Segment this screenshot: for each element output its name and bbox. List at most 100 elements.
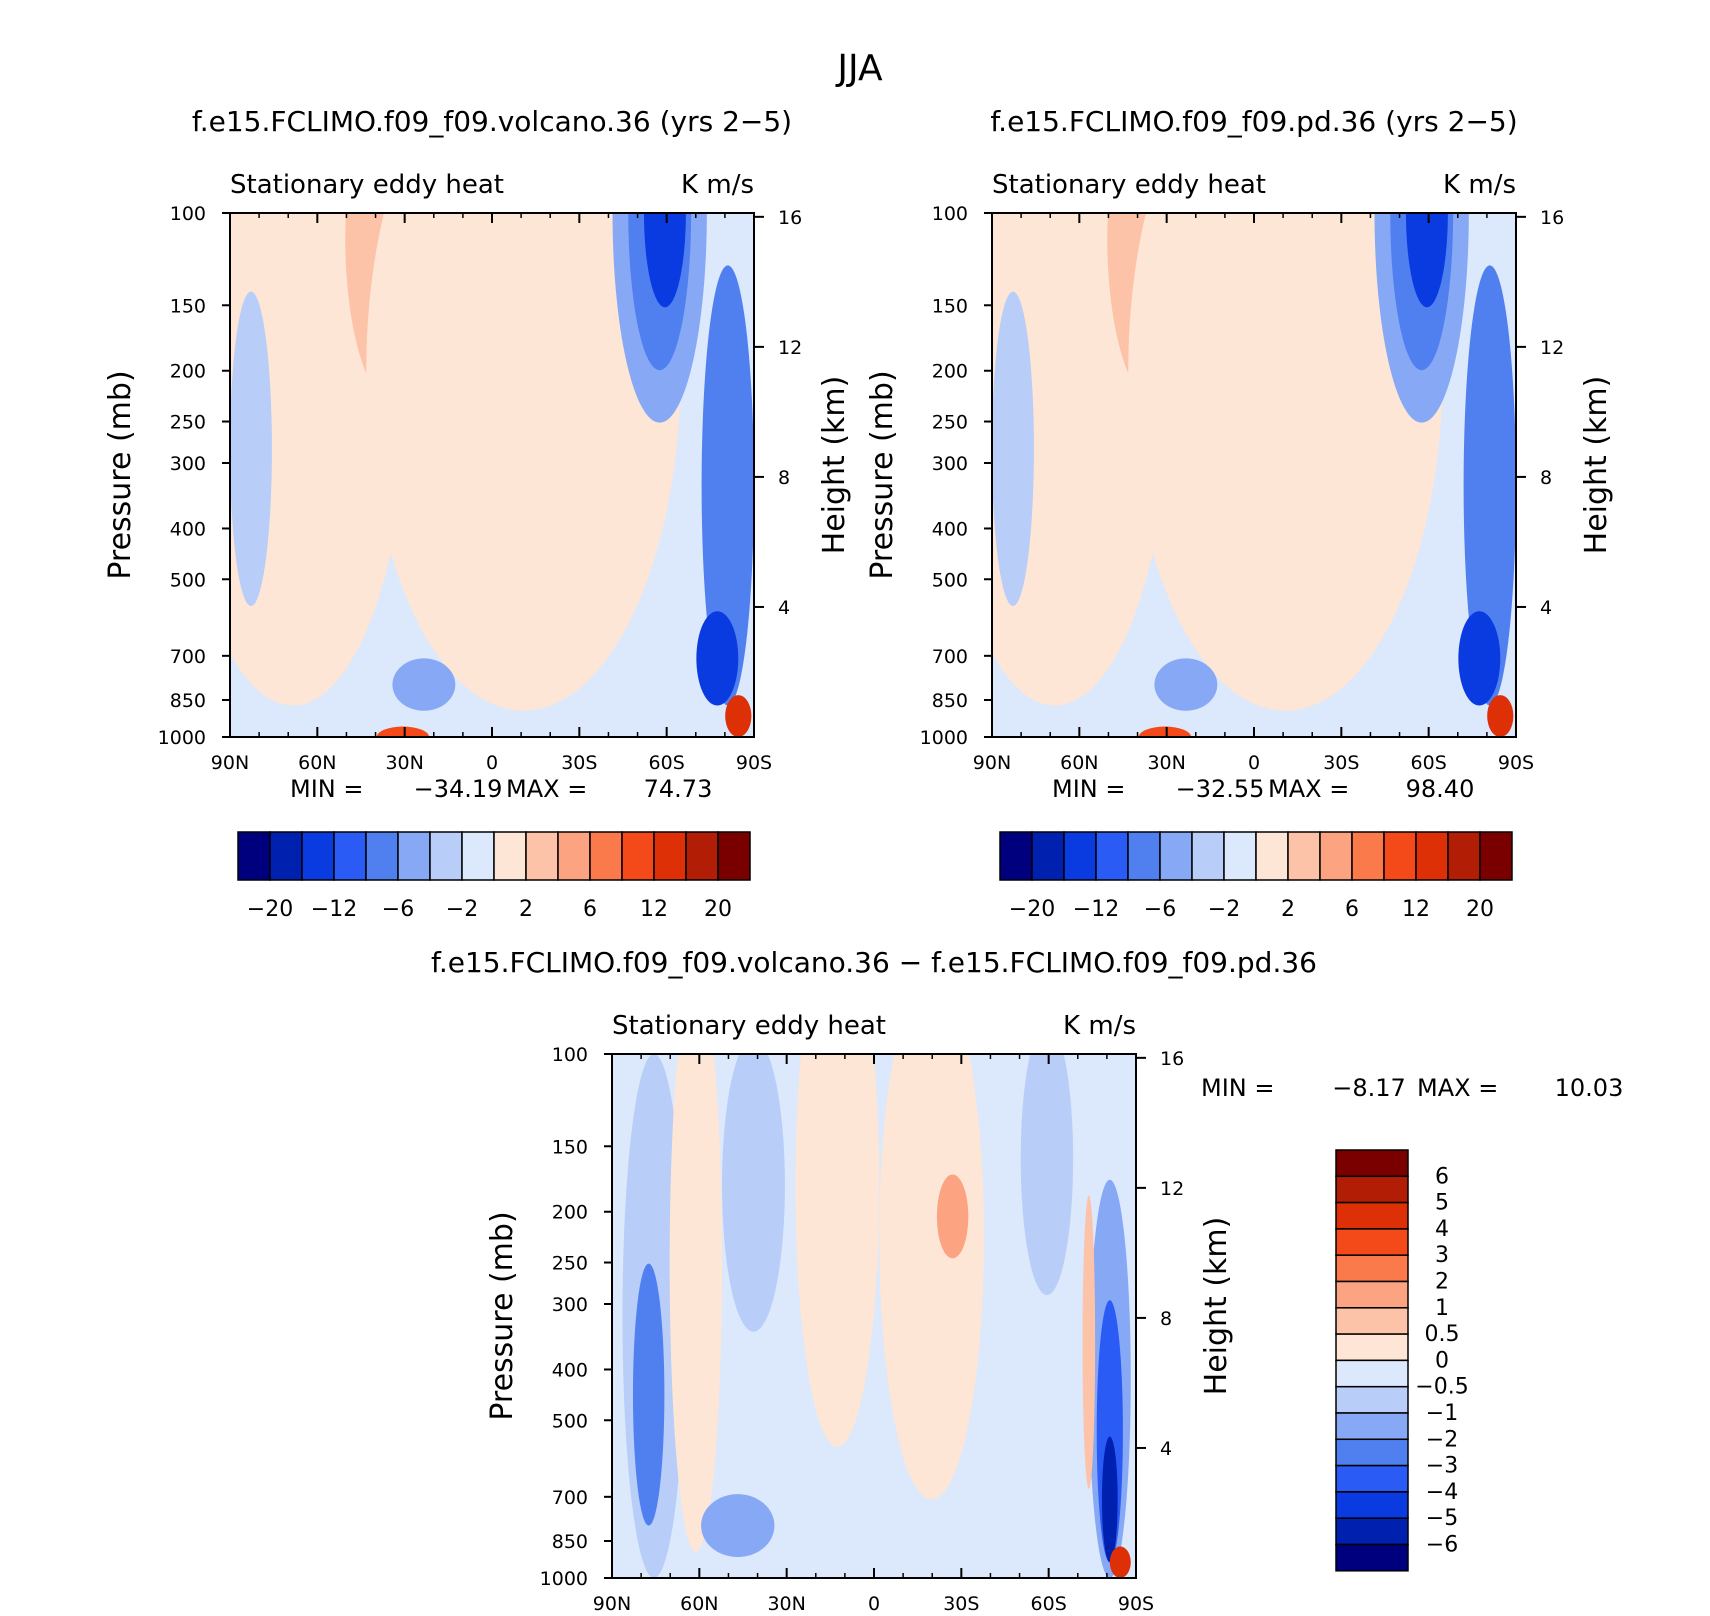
left-string: Stationary eddy heat	[612, 1011, 886, 1041]
jet-75S-core	[1458, 611, 1501, 706]
band-80N-core	[632, 1263, 665, 1526]
colorbar-swatch	[1335, 1385, 1409, 1414]
colorbar-swatch	[1335, 1149, 1409, 1178]
jet-60S-core	[1405, 213, 1448, 308]
x-tick-label: 90S	[736, 752, 772, 774]
min-label: MIN =	[1201, 1074, 1274, 1102]
colorbar-swatch	[397, 831, 431, 881]
colorbar-label: 6	[583, 897, 597, 922]
x-tick-label: 60S	[649, 752, 685, 774]
colorbar-label: −12	[311, 897, 357, 922]
x-tick-label: 30S	[561, 752, 597, 774]
x-tick-label: 90N	[593, 1593, 631, 1615]
x-tick-label: 30N	[1147, 752, 1185, 774]
blob-80N-negative	[230, 291, 272, 606]
x-tick-label: 60N	[1060, 752, 1098, 774]
colorbar-swatch	[1335, 1280, 1409, 1309]
colorbar-label: −3	[1426, 1454, 1458, 1479]
colorbar-swatch	[1127, 831, 1161, 881]
y-axis-label: Pressure (mb)	[865, 370, 900, 579]
x-tick-label: 60S	[1411, 752, 1447, 774]
colorbar-label: 20	[704, 897, 732, 922]
colorbar-swatch	[717, 831, 751, 881]
x-tick-label: 90N	[211, 752, 249, 774]
colorbar-swatch	[1479, 831, 1513, 881]
x-tick-label: 60N	[298, 752, 336, 774]
blob-30N-lower	[1154, 658, 1218, 711]
y2-tick-label: 16	[778, 207, 802, 229]
y-tick-label: 100	[552, 1044, 588, 1066]
y-tick-label: 150	[170, 295, 206, 317]
band-equator-positive	[366, 213, 681, 711]
max-label: MAX =	[1417, 1074, 1498, 1102]
blob-25S-positive	[936, 1174, 969, 1259]
colorbar-label: −0.5	[1415, 1375, 1468, 1400]
colorbar-label: 2	[1435, 1270, 1449, 1295]
panel-volcano: f.e15.FCLIMO.f09_f09.volcano.36 (yrs 2−5…	[103, 105, 852, 922]
colorbar-swatch	[333, 831, 367, 881]
x-tick-label: 90N	[973, 752, 1011, 774]
colorbar-label: 2	[1281, 897, 1295, 922]
y2-tick-label: 8	[1160, 1308, 1172, 1330]
jet-75S-core	[696, 611, 739, 706]
colorbar-label: 1	[1435, 1296, 1449, 1321]
colorbar-swatch	[1063, 831, 1097, 881]
colorbar-swatch	[1335, 1517, 1409, 1546]
x-tick-label: 90S	[1498, 752, 1534, 774]
y-tick-label: 200	[932, 361, 968, 383]
y2-tick-label: 4	[1160, 1438, 1172, 1460]
colorbar-swatch	[1335, 1228, 1409, 1256]
colorbar-swatch	[621, 831, 655, 881]
colorbar-swatch	[1255, 831, 1289, 881]
y2-tick-label: 8	[778, 467, 790, 489]
colorbar-swatch	[365, 831, 399, 881]
blob-85S-surface	[725, 695, 752, 737]
panel-pd: f.e15.FCLIMO.f09_f09.pd.36 (yrs 2−5) Stat…	[865, 105, 1614, 922]
min-label: MIN =	[290, 775, 363, 803]
y-tick-label: 300	[552, 1294, 588, 1316]
colorbar-swatch	[1335, 1543, 1409, 1572]
colorbar-swatch	[237, 831, 271, 881]
y2-tick-label: 16	[1160, 1048, 1184, 1070]
colorbar-label: 12	[1402, 897, 1430, 922]
x-tick-label: 30N	[767, 1593, 805, 1615]
y-tick-label: 200	[170, 361, 206, 383]
colorbar-swatch	[1031, 831, 1065, 881]
colorbar-swatch	[1335, 1307, 1409, 1335]
colorbar-swatch	[461, 831, 495, 881]
colorbar-label: 0.5	[1425, 1322, 1460, 1347]
colorbar-swatch	[1447, 831, 1481, 881]
colorbar-swatch	[1335, 1175, 1409, 1204]
x-tick-label: 60S	[1031, 1593, 1067, 1615]
y-tick-label: 850	[932, 690, 968, 712]
y2-tick-label: 12	[1160, 1178, 1184, 1200]
blob-45N-negative	[722, 1054, 785, 1332]
contour-field	[992, 213, 1516, 737]
colorbar-swatch	[1335, 1333, 1409, 1362]
y-tick-label: 150	[932, 295, 968, 317]
colorbar-swatch	[525, 831, 559, 881]
colorbar-label: −20	[247, 897, 293, 922]
contour-field	[230, 213, 754, 737]
y-tick-label: 250	[932, 412, 968, 434]
y-tick-label: 1000	[920, 727, 968, 749]
colorbar-label: 5	[1435, 1191, 1449, 1216]
panel-title: f.e15.FCLIMO.f09_f09.volcano.36 (yrs 2−5…	[192, 105, 792, 138]
y-tick-label: 100	[932, 203, 968, 225]
blob-80N-negative	[992, 291, 1034, 606]
x-tick-label: 30S	[943, 1593, 979, 1615]
y-tick-label: 500	[932, 569, 968, 591]
colorbar-label: −2	[1426, 1427, 1458, 1452]
colorbar-swatch	[1191, 831, 1225, 881]
y-tick-label: 300	[170, 453, 206, 475]
y-tick-label: 700	[932, 646, 968, 668]
min-value: −32.55	[1176, 775, 1265, 803]
min-label: MIN =	[1052, 775, 1125, 803]
colorbar-swatch	[1335, 1359, 1409, 1388]
jet-75S-lower	[1463, 265, 1516, 706]
colorbar-label: −4	[1426, 1480, 1458, 1505]
y2-tick-label: 12	[1540, 337, 1564, 359]
colorbar-swatch	[1095, 831, 1129, 881]
y2-tick-label: 16	[1540, 207, 1564, 229]
colorbar: −20 −12 −6 −2 2 6 12 20	[999, 831, 1513, 922]
